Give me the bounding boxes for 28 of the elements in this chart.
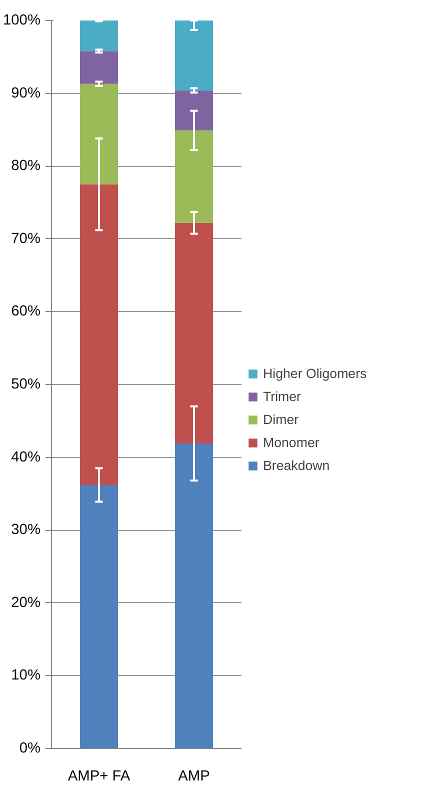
bar: [175, 222, 213, 444]
bar: [175, 90, 213, 130]
y-tick-label: 50%: [11, 376, 41, 392]
y-tick-label: 90%: [11, 85, 41, 102]
y-tick-label: 30%: [11, 522, 41, 538]
bar: [80, 184, 118, 485]
x-tick-label: AMP+ FA: [68, 768, 130, 784]
bar: [80, 20, 118, 52]
y-tick-label: 60%: [11, 304, 41, 320]
bar: [80, 84, 118, 184]
legend-label: Monomer: [263, 435, 320, 450]
y-tick-label: 100%: [3, 12, 41, 28]
y-tick-label: 40%: [11, 449, 41, 466]
y-tick-label: 0%: [19, 740, 41, 756]
y-tick-label: 70%: [11, 230, 41, 247]
y-tick-label: 10%: [11, 668, 41, 684]
bar: [175, 130, 213, 223]
legend-label: Dimer: [263, 412, 299, 427]
bar: [80, 51, 118, 84]
bar: [175, 20, 213, 90]
bar: [80, 484, 118, 748]
y-tick-label: 80%: [11, 158, 41, 174]
legend-label: Higher Oligomers: [263, 366, 367, 381]
y-tick-label: 20%: [11, 594, 41, 611]
bar: [175, 443, 213, 748]
x-tick-label: AMP: [178, 768, 210, 784]
legend-label: Breakdown: [263, 458, 330, 473]
legend-label: Trimer: [263, 389, 301, 404]
